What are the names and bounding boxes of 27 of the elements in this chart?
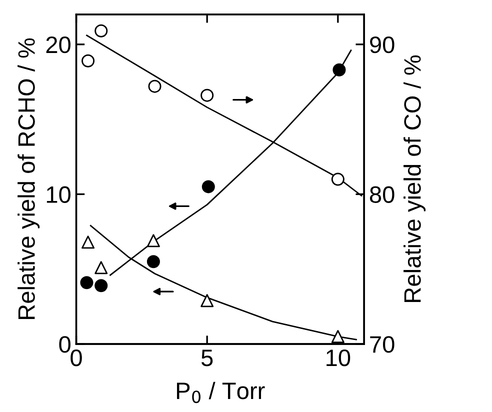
point (148, 80, 162, 93)
point (146, 255, 160, 268)
y-tick-label: 10 (46, 186, 70, 203)
y2-tick-label: 70 (370, 336, 394, 353)
y-tick-label: 20 (46, 36, 70, 54)
point (80, 276, 94, 290)
point (331, 172, 344, 186)
point (200, 88, 214, 102)
point (331, 330, 344, 344)
point (94, 279, 108, 292)
point (200, 294, 214, 308)
y2-tick-label: 90 (370, 36, 394, 54)
x-axis-title: P$_{0}$ / Torr (177, 382, 265, 404)
point (94, 24, 108, 38)
point (94, 261, 108, 274)
point (82, 236, 95, 249)
x-tick-label: 10 (326, 350, 350, 366)
point (332, 63, 346, 76)
y-tick-label: 0 (59, 336, 70, 353)
x-tick-label: 5 (201, 350, 213, 366)
y-axis-title: Relative yield of RCHO / % (18, 38, 40, 319)
y2-axis-title: Relative yield of CO / % (404, 55, 426, 302)
point (82, 54, 95, 68)
point (146, 234, 160, 248)
point (202, 180, 215, 194)
x-tick-label: 0 (70, 350, 82, 366)
y2-tick-label: 80 (370, 186, 394, 203)
